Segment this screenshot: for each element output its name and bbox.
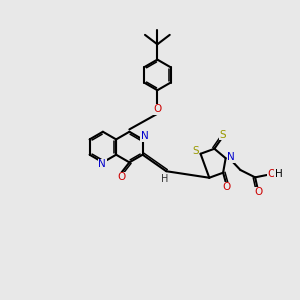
Text: N: N [227, 152, 235, 162]
Text: O: O [153, 104, 161, 114]
Text: O: O [117, 172, 125, 182]
Text: S: S [192, 146, 199, 156]
Text: O: O [267, 169, 275, 179]
Text: H: H [275, 169, 283, 179]
Text: N: N [141, 131, 148, 142]
Text: O: O [223, 182, 231, 192]
Text: S: S [219, 130, 226, 140]
Text: H: H [161, 174, 168, 184]
Text: O: O [254, 187, 262, 197]
Text: N: N [98, 159, 106, 170]
